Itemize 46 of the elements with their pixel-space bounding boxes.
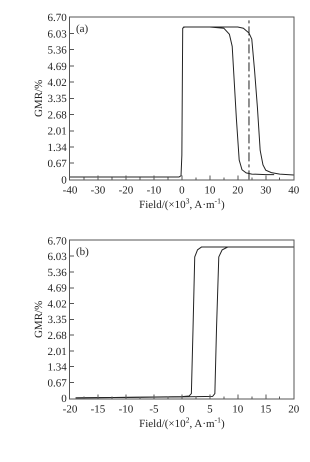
y-tick-label: 3.35 <box>48 93 68 106</box>
y-tick-label: 0.67 <box>48 377 68 390</box>
y-axis-title: GMR/% <box>33 300 46 338</box>
x-tick-label: -10 <box>146 184 162 197</box>
x-tick-label: 5 <box>207 404 214 416</box>
y-tick-label: 1.34 <box>48 362 68 374</box>
x-tick-label: 15 <box>260 404 272 416</box>
x-tick-label: 20 <box>288 404 300 416</box>
x-axis-title: Field/(×10$^{2}$, A·m$^{-1}$) <box>139 416 225 430</box>
x-tick-label: 10 <box>204 184 216 197</box>
y-tick-label: 4.69 <box>48 282 68 295</box>
y-tick-label: 6.70 <box>48 12 68 24</box>
y-tick-label: 5.36 <box>48 266 68 279</box>
y-tick-label: 2.68 <box>48 109 68 122</box>
x-tick-label: -20 <box>118 184 134 197</box>
x-tick-label: -15 <box>90 404 106 416</box>
y-tick-label: 6.03 <box>48 28 68 40</box>
y-tick-label: 0.67 <box>48 158 68 170</box>
y-tick-label: 0 <box>61 393 68 406</box>
x-tick-label: -20 <box>62 404 78 416</box>
x-tick-label: 20 <box>232 184 244 197</box>
x-tick-label: 0 <box>179 184 186 197</box>
x-tick-label: -10 <box>118 404 134 416</box>
x-tick-label: -30 <box>90 184 106 197</box>
y-tick-label: 1.34 <box>48 142 68 154</box>
x-tick-label: -5 <box>149 404 159 416</box>
y-tick-label: 4.02 <box>48 76 67 89</box>
y-axis-title: GMR/% <box>33 80 46 117</box>
y-tick-label: 6.03 <box>48 251 68 264</box>
y-tick-label: 4.02 <box>48 298 67 310</box>
x-tick-label: -40 <box>62 184 78 197</box>
y-tick-label: 4.69 <box>48 60 68 73</box>
y-tick-label: 2.01 <box>48 126 67 138</box>
annotation: (a) <box>76 23 89 35</box>
x-tick-label: 40 <box>288 184 300 197</box>
x-axis-title: Field/(×10$^{3}$, A·m$^{-1}$) <box>139 196 225 212</box>
y-tick-label: 3.35 <box>48 314 68 326</box>
x-tick-label: 0 <box>179 404 186 416</box>
annotation: (b) <box>76 246 90 258</box>
y-tick-label: 5.36 <box>48 44 68 57</box>
x-tick-label: 30 <box>260 184 272 197</box>
y-tick-label: 0 <box>61 174 68 186</box>
y-tick-label: 6.70 <box>48 235 68 248</box>
x-tick-label: 10 <box>232 404 244 416</box>
y-tick-label: 2.68 <box>48 330 68 342</box>
y-tick-label: 2.01 <box>48 346 67 358</box>
